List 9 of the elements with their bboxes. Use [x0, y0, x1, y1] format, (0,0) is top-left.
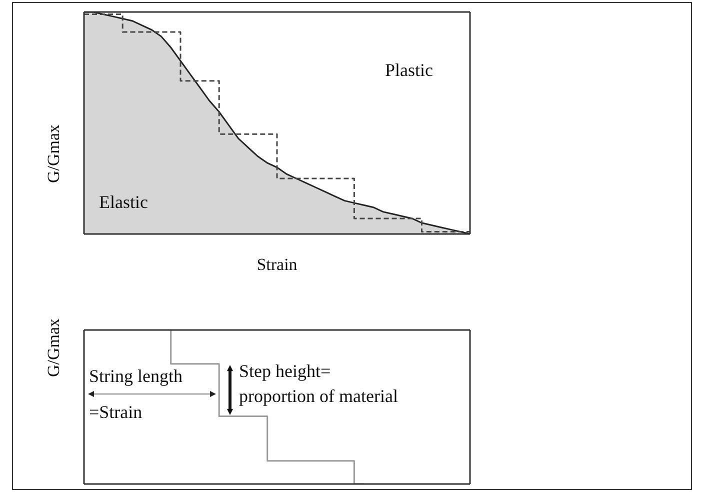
annotation: proportion of material: [239, 385, 398, 407]
x-axis-title: Strain: [256, 255, 298, 274]
annotation: String length: [89, 365, 182, 387]
y-axis-title: G/Gmax: [44, 124, 64, 183]
y-axis-title: G/Gmax: [44, 318, 64, 377]
annotation: Elastic: [99, 191, 148, 213]
annotation: Plastic: [385, 59, 433, 81]
annotation: =Strain: [89, 401, 142, 423]
annotation: Step height=: [239, 360, 331, 382]
